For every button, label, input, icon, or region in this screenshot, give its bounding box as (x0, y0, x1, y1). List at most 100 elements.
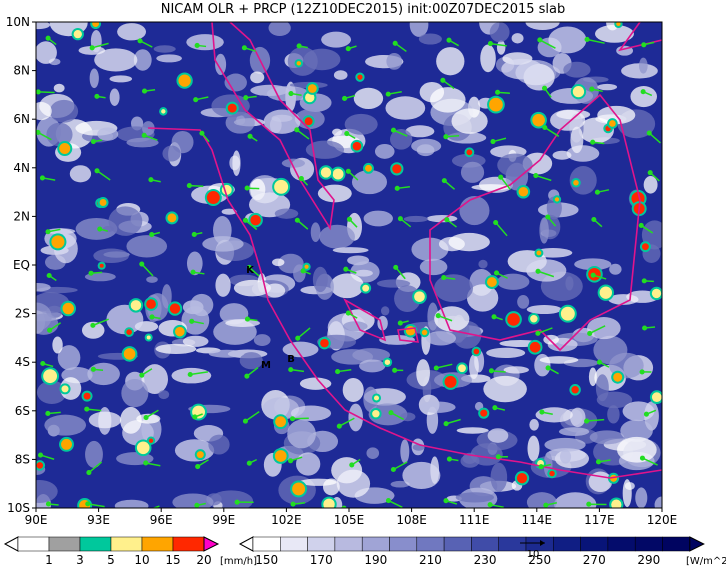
wind-arrow-head (446, 456, 452, 462)
wind-arrow-head (584, 418, 590, 424)
rain-cell (421, 329, 428, 336)
cloud (287, 46, 318, 76)
wind-arrow-head (586, 501, 592, 507)
wind-arrow-head (342, 95, 348, 101)
olr-swatch (662, 536, 691, 552)
cloud (548, 26, 587, 54)
cloud (158, 390, 170, 400)
precip-unit: [mm/h] (220, 556, 257, 567)
wind-arrow-head (296, 43, 302, 49)
cloud (496, 40, 506, 55)
cloud (638, 57, 648, 74)
wind-arrow-head (288, 367, 294, 373)
cloud (425, 331, 456, 346)
cloud (57, 345, 81, 371)
cloud (570, 407, 586, 428)
precip-tick-label: 20 (196, 553, 211, 567)
wind-arrow-head (538, 464, 544, 470)
wind-arrow-head (199, 130, 205, 136)
lon-label: 105E (334, 513, 365, 527)
wind-arrow-head (241, 45, 247, 51)
wind-arrow-head (45, 35, 51, 41)
wind-arrow-head (192, 414, 198, 420)
cloud (366, 447, 380, 459)
rain-cell (611, 499, 622, 508)
cloud (342, 377, 364, 402)
wind-arrow-head (39, 175, 45, 181)
rain-cell (92, 22, 100, 28)
cloud (379, 334, 415, 345)
cloud (44, 414, 87, 436)
cloud (403, 215, 429, 223)
cloud (490, 462, 508, 492)
cloud (418, 33, 442, 45)
olr-swatch (553, 536, 581, 552)
cloud (87, 362, 120, 386)
cloud (133, 49, 152, 71)
rain-cell (352, 141, 362, 151)
cloud (654, 496, 662, 508)
bangka (343, 297, 387, 342)
lon-label: 102E (271, 513, 302, 527)
olr-tick-label: 150 (255, 553, 278, 567)
cloud (416, 359, 430, 387)
cloud-field (36, 22, 662, 508)
rain-cell (146, 299, 156, 309)
cloud (620, 419, 653, 442)
cloud (466, 284, 499, 312)
rain-cell (516, 473, 528, 484)
wind-arrow-head (591, 216, 597, 223)
cloud (588, 367, 597, 387)
cloud (419, 401, 456, 413)
wind-arrow (393, 461, 408, 471)
cloud (400, 439, 410, 464)
wind-arrow-head (139, 261, 145, 267)
rain-cell (458, 364, 466, 373)
place-label: K (246, 265, 255, 276)
cloud (36, 479, 58, 503)
wind-arrow-head (392, 40, 398, 46)
cloud (487, 428, 509, 443)
malay-peninsula (211, 22, 335, 231)
wind-arrow-head (594, 189, 600, 195)
wind-arrow-head (446, 37, 452, 43)
cloud (544, 437, 586, 452)
wind-arrow-head (541, 85, 548, 91)
rain-cell (489, 97, 503, 112)
rain-cell (507, 313, 520, 326)
rain-cell (536, 250, 542, 256)
wind-arrow-head (392, 367, 398, 373)
cloud (589, 430, 625, 445)
wind-arrow (388, 499, 403, 508)
rain-cell (307, 84, 317, 93)
cloud (460, 161, 485, 183)
rain-cell (414, 291, 425, 302)
lon-label: 96E (150, 513, 173, 527)
lat-label: 10N (6, 15, 30, 29)
cloud (455, 492, 495, 503)
cloud (363, 210, 393, 227)
wind-arrow (151, 505, 160, 508)
precip-tick-label: 5 (107, 553, 115, 567)
cloud (342, 321, 368, 332)
lat-label: 10S (7, 501, 30, 515)
wind-arrow-head (300, 268, 306, 274)
wind-arrow-head (589, 86, 595, 92)
rain-cell (292, 482, 306, 496)
rain-cell (572, 85, 585, 98)
wind-arrow-head (86, 470, 92, 476)
rain-cell (613, 372, 623, 382)
lat-label: EQ (13, 258, 30, 272)
cloud (253, 334, 271, 347)
cloud (93, 248, 130, 264)
wind-arrow-head (493, 270, 500, 276)
cloud (182, 335, 209, 347)
cloud (299, 478, 337, 486)
wind-arrow-head (647, 170, 653, 176)
wind-arrow-head (590, 139, 596, 145)
wind-arrow-head (639, 369, 645, 375)
wind-arrow-head (298, 176, 304, 182)
wind-arrow-head (487, 41, 493, 47)
olr-swatch (416, 536, 445, 552)
